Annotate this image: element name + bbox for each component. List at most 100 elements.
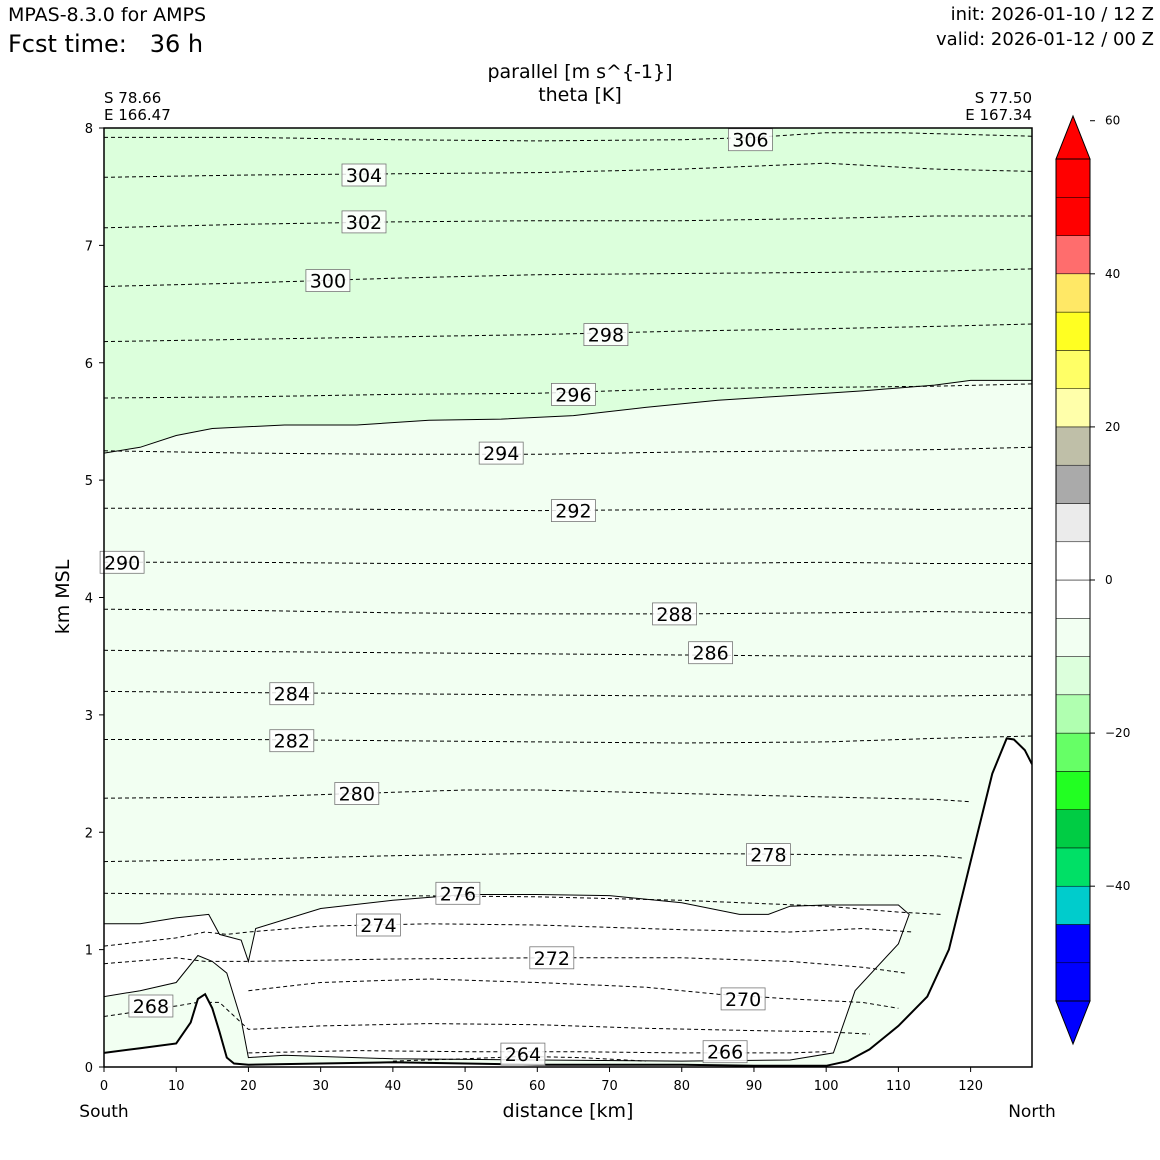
theta-contour-306: [104, 132, 1032, 142]
theta-contour-266: [248, 1050, 827, 1054]
theta-contour-302: [104, 215, 1032, 229]
contour-label-274: 274: [360, 915, 396, 937]
colorbar-tick-label: −40: [1105, 879, 1130, 893]
x-tick-label: 50: [457, 1079, 474, 1094]
y-axis-ticks: 0 1 2 3 4 5 6 7 8: [85, 122, 104, 1076]
colorbar-tick-label: −20: [1105, 726, 1130, 740]
contour-label-266: 266: [707, 1042, 743, 1064]
theta-contour-294: [104, 446, 1032, 455]
contour-label-box-268: [128, 994, 174, 1018]
colorbar-segment: [1055, 197, 1091, 236]
y-tick-label: 2: [85, 826, 93, 841]
colorbar-segment: [1055, 579, 1091, 619]
colorbar-segment: [1055, 541, 1091, 581]
y-tick-label: 5: [85, 474, 93, 489]
x-tick-label: 0: [100, 1079, 108, 1094]
contour-label-box-280: [334, 782, 380, 805]
theta-contour-300: [104, 268, 1032, 287]
contour-label-292: 292: [555, 501, 591, 523]
model-title: MPAS-8.3.0 for AMPS: [8, 4, 207, 26]
x-tick-label: 80: [673, 1079, 690, 1094]
y-tick-label: 7: [85, 239, 93, 254]
y-tick-label: 4: [85, 592, 93, 607]
contour-label-270: 270: [725, 989, 761, 1011]
colorbar-segment: [1055, 388, 1091, 428]
x-tick-label: 10: [168, 1079, 185, 1094]
x-tick-label: 100: [814, 1079, 839, 1094]
chart-title-line2: theta [K]: [538, 84, 622, 106]
forecast-time-value: 36 h: [149, 30, 204, 58]
y-tick-label: 0: [85, 1061, 93, 1076]
contour-label-box-272: [529, 946, 575, 970]
contour-label-280: 280: [339, 784, 375, 806]
contour-label-box-298: [583, 323, 629, 347]
colorbar-segment: [1055, 847, 1091, 887]
contour-label-276: 276: [440, 883, 476, 905]
colorbar: −40 −20 0 20 40 60: [1055, 114, 1130, 1046]
contour-label-box-264: [500, 1042, 546, 1066]
theta-contour-286: [104, 649, 1032, 657]
theta-contour-280: [104, 789, 971, 803]
y-tick-label: 8: [85, 122, 93, 137]
contour-label-272: 272: [534, 948, 570, 970]
chart-title-line1: parallel [m s^{-1}]: [487, 61, 672, 83]
x-axis-label: distance [km]: [503, 1100, 634, 1122]
contour-label-290: 290: [104, 552, 140, 574]
colorbar-segment: [1055, 158, 1091, 198]
contour-label-box-278: [746, 843, 791, 866]
contour-label-294: 294: [483, 443, 519, 465]
x-axis-ticks: 0 10 20 30 40 50 60 70 80 90 100 110 120: [100, 1067, 983, 1094]
valid-time: valid: 2026-01-12 / 00 Z: [936, 29, 1154, 50]
forecast-time: Fcst time: 36 h: [8, 30, 203, 58]
contour-label-box-270: [720, 987, 766, 1011]
contour-label-box-302: [341, 210, 387, 234]
contour-label-284: 284: [274, 684, 310, 706]
filled-region-3: [104, 894, 910, 1062]
x-tick-label: 20: [240, 1079, 257, 1094]
x-tick-label: 60: [529, 1079, 546, 1094]
colorbar-segment: [1055, 771, 1091, 810]
theta-contour-276: [104, 892, 942, 915]
x-tick-label: 110: [886, 1079, 911, 1094]
colorbar-over-arrow: [1055, 114, 1091, 160]
colorbar-segment: [1055, 350, 1091, 389]
colorbar-segment: [1055, 503, 1091, 543]
theta-contour-304: [104, 162, 1032, 178]
contour-label-304: 304: [346, 165, 382, 187]
contour-label-268: 268: [133, 996, 169, 1018]
colorbar-segment: [1055, 426, 1091, 466]
contour-label-box-266: [702, 1040, 748, 1064]
colorbar-segment: [1055, 924, 1091, 964]
contour-label-264: 264: [505, 1044, 541, 1066]
filled-regions: [104, 128, 1032, 1062]
colorbar-segment: [1055, 618, 1091, 657]
contour-label-box-282: [269, 729, 315, 753]
colorbar-segment: [1055, 809, 1091, 849]
x-tick-label: 40: [385, 1079, 402, 1094]
south-label: South: [79, 1102, 128, 1122]
contour-label-box-274: [355, 913, 401, 937]
north-label: North: [1008, 1102, 1056, 1122]
start-point-lat: S 78.66: [104, 89, 161, 107]
contour-label-306: 306: [732, 130, 768, 152]
y-tick-label: 1: [85, 944, 93, 959]
theta-contour-288: [104, 608, 1032, 615]
contour-label-box-276: [435, 881, 481, 905]
contour-label-298: 298: [588, 325, 624, 347]
end-point-lon: E 167.34: [965, 106, 1032, 124]
theta-contour-296: [104, 383, 1032, 399]
theta-contour-270: [248, 978, 899, 1009]
colorbar-segment: [1055, 311, 1091, 351]
colorbar-under-arrow: [1055, 1000, 1091, 1046]
contour-label-box-294: [478, 441, 524, 465]
colorbar-segment: [1055, 273, 1091, 313]
colorbar-tick-label: 20: [1105, 420, 1120, 434]
contour-label-box-288: [652, 602, 697, 626]
theta-contour-268: [104, 1001, 870, 1035]
contour-label-box-290: [99, 550, 145, 574]
colorbar-segment: [1055, 885, 1091, 925]
contour-label-288: 288: [656, 604, 692, 626]
contour-label-box-284: [269, 682, 315, 706]
colorbar-segment: [1055, 464, 1091, 504]
